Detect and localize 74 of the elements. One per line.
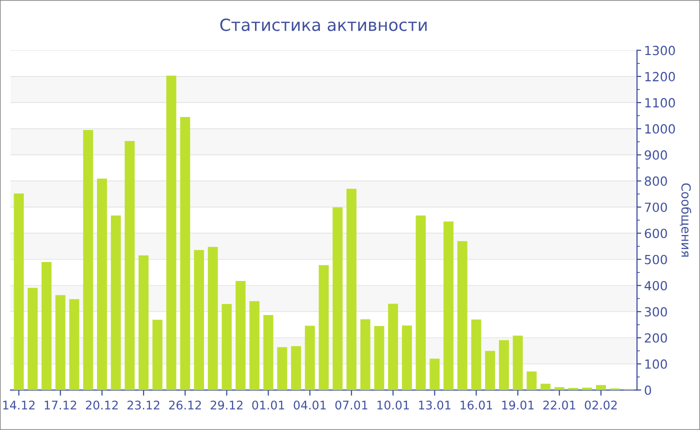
x-tick-label: 13.01 [419, 400, 450, 410]
bar [554, 387, 564, 390]
x-tick-label: 22.01 [543, 400, 576, 410]
bar [42, 262, 52, 390]
y-tick-label: 600 [644, 228, 667, 238]
chart-title: Статистика активности [220, 18, 427, 32]
bar [291, 346, 302, 390]
bar [526, 371, 537, 390]
bar [444, 221, 454, 390]
y-tick-label: 300 [644, 307, 667, 317]
x-tick-label: 23.12 [128, 400, 160, 410]
y-axis-title: Сообщения [680, 183, 692, 257]
bar [374, 326, 384, 390]
y-tick-label: 900 [644, 150, 667, 160]
bar [236, 281, 246, 390]
bar [568, 388, 578, 390]
bar [416, 215, 426, 390]
y-tick-label: 800 [644, 176, 667, 186]
x-tick-label: 29.12 [210, 400, 242, 410]
y-tick-label: 100 [645, 359, 667, 369]
bar [28, 288, 38, 390]
bar [249, 301, 260, 390]
bar [332, 207, 343, 390]
y-tick-label: 1300 [645, 46, 675, 56]
bar [471, 319, 482, 390]
x-tick-label: 17.12 [44, 400, 76, 410]
bar [83, 130, 94, 390]
bar [304, 326, 315, 390]
bar [277, 347, 288, 390]
y-tick-label: 1000 [645, 124, 675, 134]
bar [540, 384, 551, 390]
x-tick-label: 26.12 [169, 400, 201, 410]
x-tick-label: 07.01 [335, 400, 368, 410]
x-tick-label: 10.01 [377, 400, 409, 410]
bar [318, 265, 329, 390]
bar [512, 336, 523, 390]
bar [430, 358, 440, 390]
x-tick-label: 16.01 [460, 400, 492, 410]
y-tick-label: 1200 [645, 72, 675, 82]
y-tick-label: 1100 [645, 98, 675, 108]
bar [166, 76, 176, 390]
bar [138, 255, 149, 390]
bar [346, 188, 356, 390]
bar [152, 320, 162, 390]
x-tick-label: 14.12 [3, 400, 35, 410]
bar [457, 241, 468, 390]
bar [263, 315, 274, 390]
bar [124, 140, 135, 390]
bar [596, 385, 606, 390]
bar [582, 388, 592, 390]
bar [14, 194, 24, 390]
y-tick-label: 0 [644, 385, 652, 395]
x-tick-label: 04.01 [294, 400, 326, 410]
y-tick-label: 500 [644, 254, 667, 264]
bar [180, 116, 190, 390]
x-tick-label: 02.02 [584, 400, 617, 410]
bar [96, 178, 107, 390]
x-tick-label: 19.01 [502, 400, 534, 410]
bar [388, 304, 398, 390]
y-tick-label: 400 [644, 280, 667, 290]
bar [208, 246, 218, 390]
x-tick-label: 01.01 [252, 400, 284, 410]
bar [69, 299, 80, 390]
bar [55, 295, 66, 390]
bar [194, 250, 204, 390]
bar [222, 304, 232, 390]
x-tick-label: 20.12 [86, 400, 118, 410]
bar [360, 319, 370, 390]
y-tick-label: 200 [644, 333, 667, 343]
bar [485, 350, 496, 390]
bar [402, 325, 412, 390]
y-tick-label: 700 [644, 202, 667, 212]
bar [110, 215, 121, 390]
bar [498, 340, 509, 390]
